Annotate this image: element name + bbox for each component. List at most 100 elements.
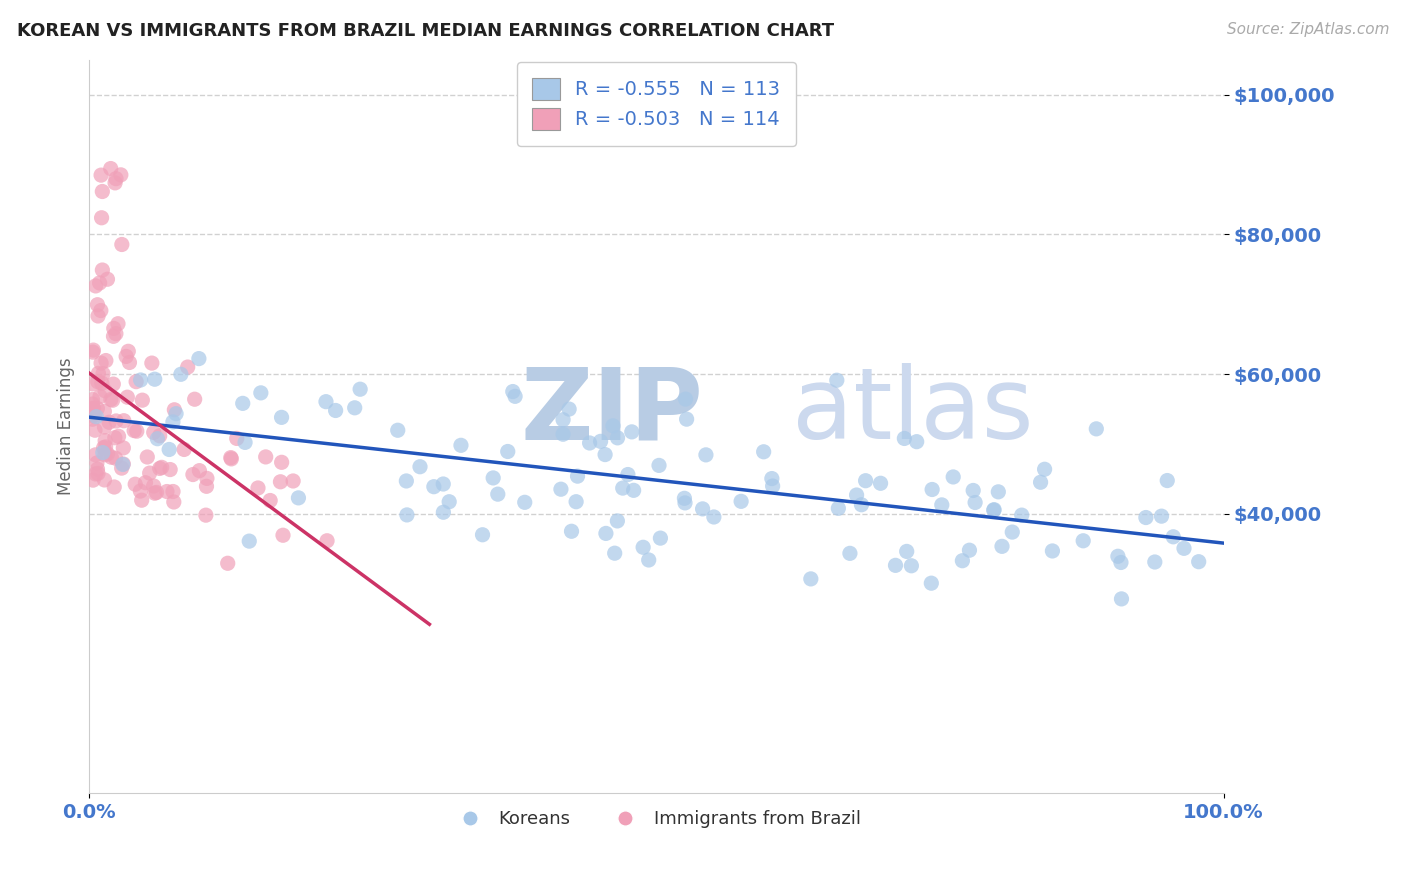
Point bbox=[983, 502, 1005, 516]
Point bbox=[141, 356, 163, 370]
Point bbox=[84, 279, 107, 293]
Point bbox=[238, 534, 260, 549]
Point bbox=[101, 393, 124, 408]
Point bbox=[593, 448, 616, 462]
Point bbox=[105, 414, 128, 428]
Point bbox=[595, 526, 617, 541]
Point bbox=[219, 450, 242, 465]
Point bbox=[432, 505, 454, 519]
Point bbox=[550, 482, 572, 496]
Point bbox=[606, 514, 628, 528]
Point bbox=[115, 350, 138, 364]
Point bbox=[111, 461, 134, 475]
Point bbox=[1161, 530, 1184, 544]
Point bbox=[1143, 555, 1166, 569]
Point bbox=[112, 457, 135, 471]
Point bbox=[482, 471, 505, 485]
Point bbox=[920, 576, 942, 591]
Point bbox=[107, 317, 129, 331]
Point bbox=[931, 498, 953, 512]
Point bbox=[287, 491, 309, 505]
Point bbox=[143, 372, 166, 386]
Point bbox=[825, 373, 848, 387]
Point bbox=[142, 479, 165, 493]
Point bbox=[965, 495, 987, 509]
Point bbox=[117, 344, 139, 359]
Point bbox=[122, 424, 145, 438]
Point bbox=[921, 483, 943, 497]
Point bbox=[1042, 544, 1064, 558]
Point bbox=[270, 410, 292, 425]
Point bbox=[623, 483, 645, 498]
Point bbox=[112, 414, 135, 428]
Point bbox=[730, 494, 752, 508]
Y-axis label: Median Earnings: Median Earnings bbox=[58, 358, 75, 495]
Point bbox=[195, 479, 218, 493]
Point bbox=[104, 431, 127, 445]
Point bbox=[602, 418, 624, 433]
Point bbox=[87, 309, 110, 323]
Point bbox=[86, 409, 108, 424]
Point bbox=[90, 211, 112, 225]
Point bbox=[143, 486, 166, 500]
Point bbox=[503, 389, 526, 403]
Point bbox=[94, 353, 117, 368]
Point bbox=[225, 432, 247, 446]
Point bbox=[703, 510, 725, 524]
Point bbox=[567, 469, 589, 483]
Point bbox=[157, 442, 180, 457]
Point bbox=[395, 474, 418, 488]
Point bbox=[103, 321, 125, 335]
Point bbox=[82, 412, 104, 426]
Point bbox=[217, 556, 239, 570]
Point bbox=[560, 524, 582, 539]
Point bbox=[194, 508, 217, 523]
Text: KOREAN VS IMMIGRANTS FROM BRAZIL MEDIAN EARNINGS CORRELATION CHART: KOREAN VS IMMIGRANTS FROM BRAZIL MEDIAN … bbox=[17, 22, 834, 40]
Point bbox=[156, 484, 179, 499]
Point bbox=[90, 356, 112, 370]
Point bbox=[884, 558, 907, 573]
Point bbox=[112, 441, 135, 455]
Point bbox=[104, 326, 127, 341]
Point bbox=[762, 479, 785, 493]
Point bbox=[83, 409, 105, 423]
Point bbox=[188, 464, 211, 478]
Point bbox=[1071, 533, 1094, 548]
Point bbox=[606, 431, 628, 445]
Point bbox=[246, 481, 269, 495]
Point bbox=[82, 345, 104, 359]
Point bbox=[589, 434, 612, 449]
Point bbox=[1156, 474, 1178, 488]
Point bbox=[423, 480, 446, 494]
Point bbox=[620, 425, 643, 439]
Point bbox=[950, 554, 973, 568]
Point bbox=[1033, 462, 1056, 476]
Point bbox=[855, 474, 877, 488]
Point bbox=[94, 448, 117, 462]
Point bbox=[221, 451, 243, 466]
Point bbox=[471, 528, 494, 542]
Point bbox=[107, 429, 129, 443]
Point bbox=[496, 444, 519, 458]
Point bbox=[1085, 422, 1108, 436]
Point bbox=[183, 392, 205, 407]
Point bbox=[82, 473, 104, 487]
Point bbox=[959, 543, 981, 558]
Point bbox=[98, 415, 121, 429]
Point bbox=[692, 502, 714, 516]
Point bbox=[269, 475, 291, 489]
Point bbox=[551, 413, 574, 427]
Point bbox=[631, 541, 654, 555]
Point bbox=[409, 459, 432, 474]
Point bbox=[991, 539, 1014, 553]
Point bbox=[896, 544, 918, 558]
Point bbox=[838, 546, 860, 560]
Point bbox=[90, 168, 112, 182]
Text: Source: ZipAtlas.com: Source: ZipAtlas.com bbox=[1226, 22, 1389, 37]
Point bbox=[111, 237, 134, 252]
Point bbox=[170, 368, 193, 382]
Point bbox=[675, 392, 697, 406]
Point bbox=[1001, 525, 1024, 540]
Point bbox=[162, 484, 184, 499]
Point bbox=[84, 423, 107, 437]
